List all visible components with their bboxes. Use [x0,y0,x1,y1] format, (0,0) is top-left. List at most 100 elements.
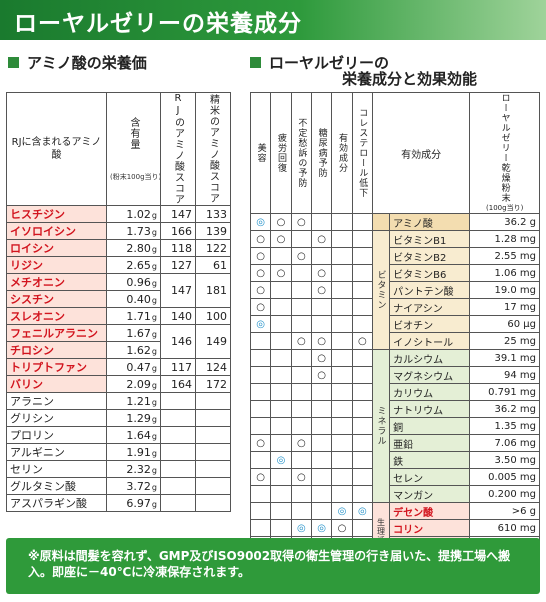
amino-unit: g [151,312,157,322]
amino-name: イソロイシン [6,222,107,240]
rj-score: 166 [160,222,196,240]
amino-content: 1.73g [106,222,161,240]
component-name: ナイアシン [389,298,471,316]
effect-cell [331,332,353,350]
amino-unit: g [151,465,157,475]
component-amount: 36.2 g [469,213,540,231]
amino-row: メチオニン 0.96g 147 181 [6,273,231,308]
nutrition-row: マンガン 0.200 mg [249,485,540,503]
circle-mark: ○ [310,366,333,384]
effect-header: 有効成分 [331,92,353,214]
nutrition-row: ○ ○ パントテン酸 19.0 mg [249,281,540,299]
effect-cell [249,485,272,503]
effect-cell [351,298,373,316]
component-name: デセン酸 [389,502,471,520]
amino-content: 2.65g [106,256,161,274]
effect-cell [310,502,333,520]
effect-cell [270,485,292,503]
effect-cell [270,247,292,265]
effect-cell [351,519,373,537]
component-amount: >6 g [469,502,540,520]
effect-cell [331,315,353,333]
component-header: 有効成分 [371,92,471,214]
amino-row: セリン 2.32g [6,460,231,478]
effect-cell [270,281,292,299]
rj-score: 140 [160,307,196,325]
component-name: マンガン [389,485,471,503]
amino-value: 1.71 [126,309,151,323]
component-amount: 610 mg [469,519,540,537]
amino-unit: g [151,329,157,339]
rice-score-empty [195,494,231,512]
double-circle-mark: ◎ [270,451,292,469]
nutrition-row: ○ マグネシウム 94 mg [249,366,540,384]
rice-score: 100 [195,307,231,325]
amino-value: 1.02 [126,207,151,221]
circle-mark: ○ [310,230,333,248]
effect-cell [249,366,272,384]
amino-name: アスパラギン酸 [6,494,107,512]
amino-row: ロイシン 2.80g 118 122 [6,239,231,257]
nutrition-row: ◎ 鉄 3.50 mg [249,451,540,469]
effect-header-label: 不定愁訴の予防 [296,118,307,188]
effect-header: 疲労回復 [270,92,292,214]
effect-cell [290,383,312,401]
component-name: 亜鉛 [389,434,471,452]
rice-score: 133 [195,205,231,223]
amino-unit: g [151,482,157,492]
rj-score-empty [160,477,196,495]
effect-header: 不定愁訴の予防 [290,92,312,214]
amino-name: グリシン [6,409,107,427]
amino-value: 1.29 [126,411,151,425]
amino-name: アラニン [6,392,107,410]
amino-content: 1.67g [106,324,161,342]
circle-mark: ○ [249,230,272,248]
effect-cell [331,230,353,248]
circle-mark: ○ [290,468,312,486]
component-amount: 3.50 mg [469,451,540,469]
effect-cell [270,400,292,418]
amino-content: 3.72g [106,477,161,495]
amino-content: 0.40g [106,290,161,308]
nutrition-row: ○ ○ ○ ビタミン ビタミンB1 1.28 mg [249,230,540,350]
amino-row: トリプトファン 0.47g 117 124 [6,358,231,376]
effect-cell [351,400,373,418]
amino-value: 1.67 [126,326,151,340]
rj-score-empty [160,443,196,461]
amino-unit: g [151,210,157,220]
effect-cell [270,502,292,520]
amino-unit: g [151,227,157,237]
rj-score-empty [160,494,196,512]
effect-cell [249,417,272,435]
component-amount: 19.0 mg [469,281,540,299]
amino-name: トリプトファン [6,358,107,376]
effect-cell [249,332,272,350]
effect-cell [331,400,353,418]
amino-row: シスチン 0.40g [6,290,231,308]
amino-rice-score-header: 精米のアミノ酸スコア [195,92,231,206]
effect-cell [310,468,333,486]
amino-name: フェニルアラニン [6,324,107,342]
component-amount: 1.28 mg [469,230,540,248]
effect-cell [351,315,373,333]
amino-name: チロシン [6,341,107,359]
circle-mark: ○ [270,264,292,282]
amino-value: 1.21 [126,394,151,408]
amino-content: 2.80g [106,239,161,257]
amino-value: 0.47 [126,360,151,374]
amino-unit: g [151,295,157,305]
amino-content: 1.91g [106,443,161,461]
component-amount: 94 mg [469,366,540,384]
amino-unit: g [151,278,157,288]
effect-cell [351,468,373,486]
circle-mark: ○ [290,332,312,350]
effect-header-label: 有効成分 [336,133,347,173]
effect-cell [290,417,312,435]
component-amount: 39.1 mg [469,349,540,367]
rj-score: 118 [160,239,196,257]
circle-mark: ○ [249,434,272,452]
effect-cell [310,315,333,333]
amino-content: 1.62g [106,341,161,359]
component-name: イノシトール [389,332,471,350]
effect-cell [331,366,353,384]
